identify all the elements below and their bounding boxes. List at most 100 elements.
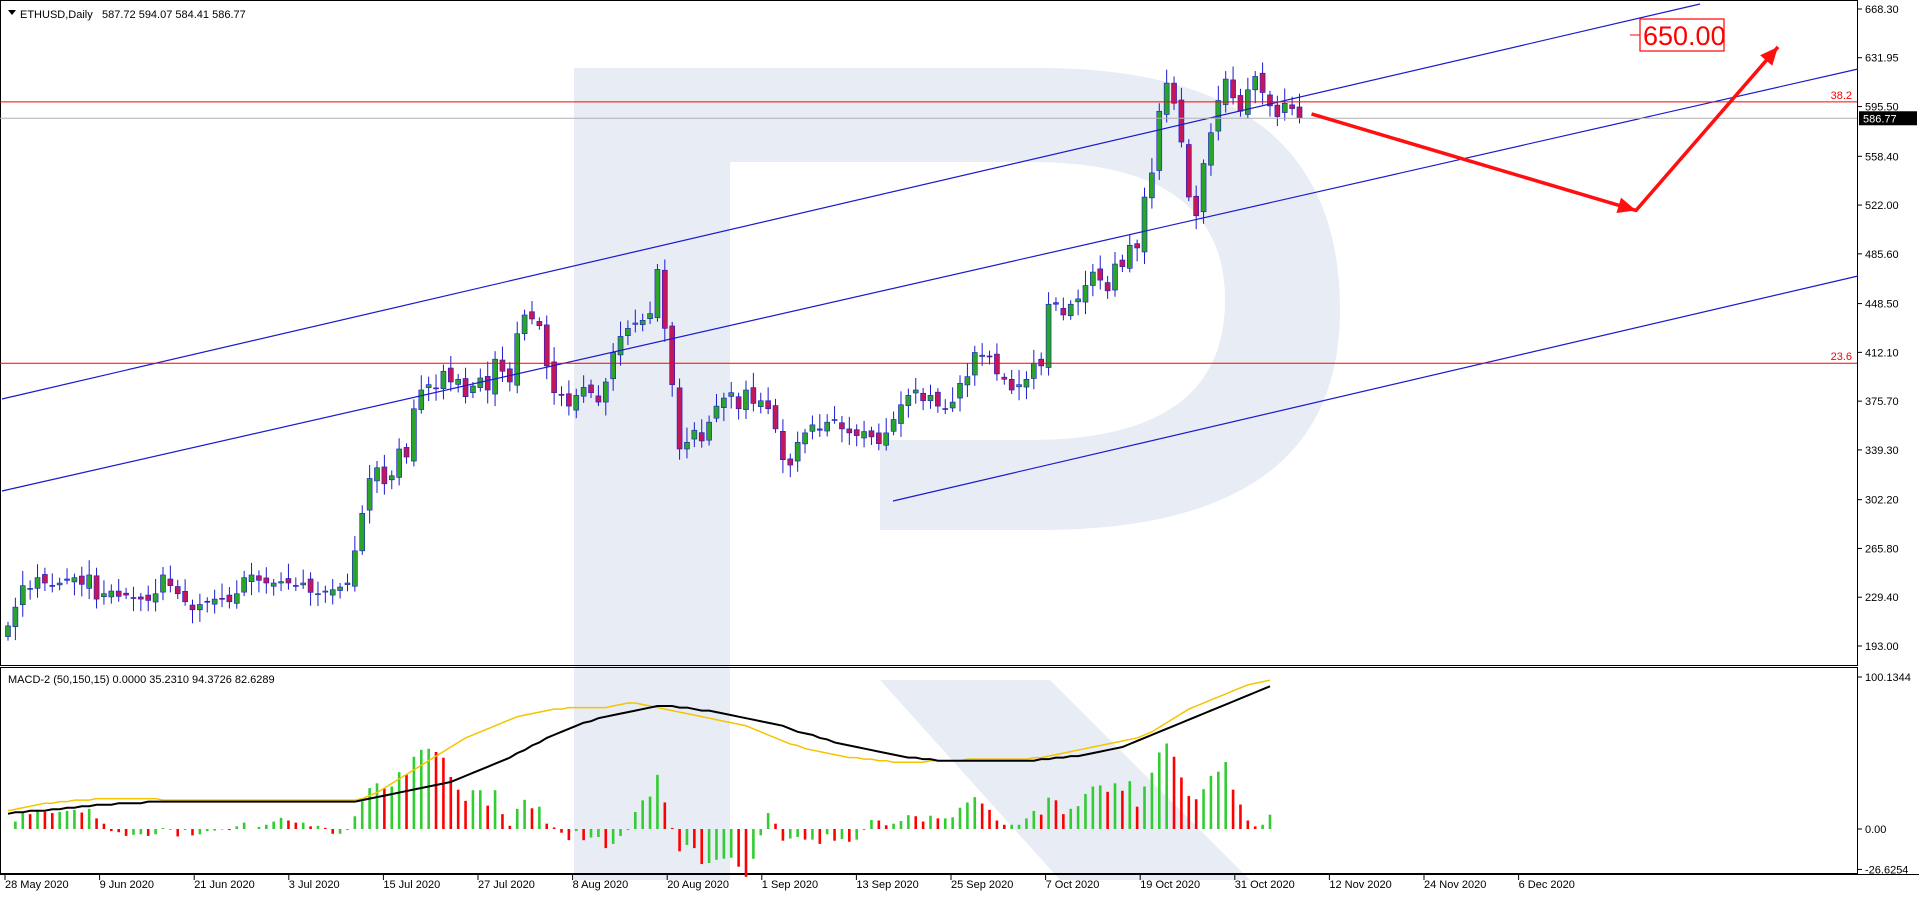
candle (388, 470, 395, 490)
candle (197, 593, 203, 622)
candle-body-bear (551, 361, 557, 394)
candle (971, 345, 978, 386)
dropdown-triangle-icon[interactable] (8, 10, 16, 15)
candle-body-bear (529, 311, 535, 320)
candle (514, 321, 521, 394)
candle (123, 587, 129, 600)
candle-body-bull (706, 421, 712, 441)
candle-body-bull (757, 400, 764, 407)
candle-body-bear (588, 384, 594, 394)
candle-body-bear (1230, 79, 1236, 99)
candle-body-bear (182, 591, 188, 603)
channel-upper-line[interactable] (1, 3, 1701, 400)
candle-body-bull (388, 475, 395, 481)
candle (1001, 373, 1008, 385)
candle-body-bear (204, 600, 211, 603)
candle-body-bear (1274, 104, 1281, 117)
candle-body-bear (42, 574, 48, 584)
candle (329, 578, 336, 605)
candle (580, 375, 587, 403)
candle-body-bull (374, 467, 380, 482)
macd-axis[interactable]: 100.1344 0.00 -26.6254 (1857, 672, 1911, 876)
candle (455, 373, 461, 393)
time-axis-label: 25 Sep 2020 (951, 879, 1013, 891)
candle (270, 578, 277, 596)
candle (34, 564, 41, 598)
channel-lower-line[interactable] (892, 275, 1859, 502)
candle-body-bear (1296, 106, 1303, 119)
time-axis[interactable]: 28 May 2020 9 Jun 2020 21 Jun 2020 3 Jul 20… (4, 875, 1575, 891)
candle-body-bear (920, 392, 926, 402)
candle-body-bull (713, 405, 720, 419)
target-label[interactable]: 650.00 (1630, 18, 1726, 52)
candle (647, 301, 653, 325)
candle-body-bear (662, 269, 668, 329)
candle (19, 570, 26, 617)
price-tick-label: 522.00 (1865, 200, 1899, 212)
candle-body-bear (566, 393, 572, 407)
candle (145, 585, 152, 612)
candle (1200, 159, 1207, 224)
candle (986, 350, 993, 365)
candle (713, 394, 720, 423)
candle-body-bull (337, 586, 343, 591)
candle-body-bear (263, 577, 270, 584)
candle-body-bull (927, 395, 934, 402)
candle (662, 259, 668, 342)
candle-body-bull (34, 577, 41, 589)
candle-body-bull (322, 590, 329, 593)
candle-body-bear (1193, 195, 1199, 217)
candle (1186, 139, 1192, 202)
candle (433, 374, 439, 401)
fibonacci-levels[interactable]: 38.2 23.6 (0, 90, 1857, 364)
candle-body-bull (883, 432, 890, 446)
candle-body-bull (949, 401, 956, 409)
candle (1163, 69, 1170, 123)
watermark-logo (574, 68, 1340, 880)
candle (189, 599, 196, 624)
price-tick-label: 631.95 (1865, 53, 1899, 65)
candle-body-bull (1149, 172, 1155, 199)
candle (138, 592, 144, 612)
candle (86, 560, 92, 600)
candle-body-bull (470, 385, 476, 394)
channel-middle-line[interactable] (1, 68, 1859, 492)
candle-body-bull (270, 582, 277, 587)
candle-body-bear (145, 594, 152, 601)
candle-body-bear (868, 430, 875, 438)
candle (1112, 251, 1118, 297)
candle-body-bull (492, 358, 498, 395)
symbol-header[interactable]: ETHUSD,Daily 587.72 594.07 584.41 586.77 (8, 9, 246, 21)
candle-body-bull (71, 577, 78, 583)
macd-signal-line (7, 679, 1271, 812)
candle-body-bull (625, 328, 631, 336)
current-price-tag: 586.77 (1859, 111, 1917, 126)
candle (1259, 62, 1266, 105)
candle (219, 583, 225, 608)
candle-body-bull (12, 606, 19, 628)
candle-body-bear (79, 575, 85, 585)
candle (566, 380, 572, 416)
candle-body-bear (115, 590, 122, 597)
candle (1193, 185, 1199, 230)
candle-body-bear (1259, 72, 1266, 93)
candle-body-bear (1237, 95, 1244, 112)
candle-body-bear (256, 575, 262, 581)
price-axis[interactable]: 668.30 631.95 595.50 558.40 522.00 485.60 448.… (1857, 4, 1899, 653)
candle (440, 364, 447, 400)
candle-body-bear (49, 585, 56, 587)
candle (979, 343, 985, 366)
candle-body-bull (1016, 384, 1022, 388)
forecast-arrow[interactable] (1311, 45, 1780, 213)
price-tick-label: 558.40 (1865, 151, 1899, 163)
candle (1274, 95, 1281, 126)
candle (964, 363, 971, 397)
regression-channel[interactable] (1, 3, 1859, 502)
candle (846, 416, 853, 445)
candle-body-bull (344, 582, 351, 585)
candle-body-bull (396, 448, 402, 478)
candle (233, 580, 240, 609)
candle-body-bear (816, 428, 823, 431)
candle-body-bull (632, 322, 639, 325)
